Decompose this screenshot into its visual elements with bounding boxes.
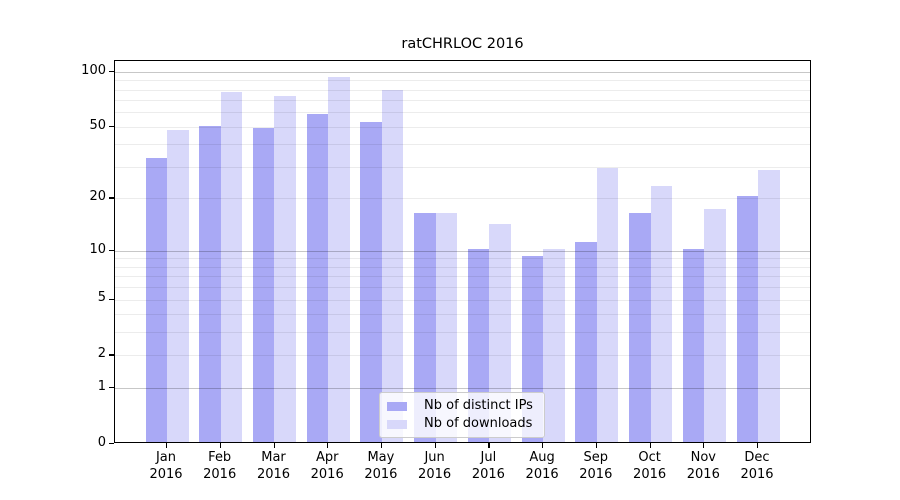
gridline-5 — [115, 299, 810, 301]
y-tick-mark — [109, 387, 114, 389]
x-tick-label-mar: Mar 2016 — [256, 450, 291, 482]
gridline-4 — [115, 314, 810, 316]
legend-label: Nb of distinct IPs — [424, 398, 533, 413]
gridline-1 — [115, 388, 810, 390]
gridline-8 — [115, 266, 810, 268]
y-tick-mark — [109, 354, 114, 356]
x-tick-mark — [595, 443, 597, 448]
bar-distinct-ips-may — [360, 121, 382, 442]
y-tick-mark — [109, 298, 114, 300]
x-tick-label-may: May 2016 — [364, 450, 398, 482]
gridline-9 — [115, 258, 810, 260]
gridline-3 — [115, 332, 810, 334]
gridline-100 — [115, 71, 810, 73]
bar-downloads-may — [381, 89, 404, 442]
x-tick-label-dec: Dec 2016 — [740, 450, 774, 482]
gridline-40 — [115, 144, 810, 146]
gridline-6 — [115, 287, 810, 288]
x-tick-mark — [380, 443, 383, 448]
x-tick-label-sep: Sep 2016 — [579, 450, 613, 482]
x-tick-mark — [703, 443, 705, 448]
x-tick-label-aug: Aug 2016 — [525, 450, 559, 482]
bar-downloads-jul — [489, 223, 511, 442]
y-tick-label-1: 1 — [97, 379, 106, 395]
x-tick-label-jun: Jun 2016 — [418, 450, 452, 482]
y-tick-label-5: 5 — [97, 290, 106, 306]
gridline-70 — [115, 100, 810, 102]
legend-row: Nb of distinct IPs — [387, 398, 536, 414]
bar-distinct-ips-sep — [575, 241, 597, 442]
y-tick-label-10: 10 — [89, 241, 106, 257]
bar-distinct-ips-mar — [252, 128, 275, 442]
bar-downloads-sep — [596, 167, 619, 442]
x-tick-label-jul: Jul 2016 — [471, 450, 505, 482]
x-tick-mark — [488, 443, 490, 448]
bar-downloads-mar — [274, 95, 296, 442]
gridline-30 — [115, 167, 810, 168]
y-tick-label-100: 100 — [81, 62, 106, 78]
bar-downloads-nov — [704, 208, 726, 442]
downloads-swatch — [387, 419, 407, 429]
x-tick-mark — [273, 443, 275, 448]
y-tick-label-0: 0 — [97, 435, 106, 450]
x-tick-label-nov: Nov 2016 — [686, 450, 720, 482]
legend: Nb of distinct IPs Nb of downloads — [379, 392, 545, 438]
bar-downloads-aug — [543, 248, 565, 442]
gridline-10 — [115, 250, 810, 252]
bar-downloads-dec — [758, 170, 780, 442]
bar-distinct-ips-dec — [736, 196, 759, 442]
x-tick-mark — [434, 443, 436, 448]
gridline-20 — [115, 198, 810, 200]
y-tick-mark — [109, 197, 114, 199]
gridline-80 — [115, 89, 810, 91]
bar-distinct-ips-jan — [145, 157, 167, 442]
x-tick-mark — [327, 443, 329, 448]
x-tick-mark — [166, 443, 168, 448]
gridline-7 — [115, 276, 810, 278]
x-tick-mark — [757, 443, 759, 448]
y-tick-mark — [109, 70, 114, 72]
bar-downloads-apr — [328, 77, 350, 442]
bar-distinct-ips-feb — [199, 126, 221, 442]
y-tick-mark — [109, 249, 114, 251]
bar-downloads-jun — [435, 213, 458, 442]
bar-distinct-ips-nov — [682, 248, 705, 442]
y-tick-label-20: 20 — [89, 189, 106, 205]
bar-distinct-ips-oct — [629, 213, 651, 442]
bar-distinct-ips-apr — [306, 114, 329, 442]
x-tick-label-oct: Oct 2016 — [633, 450, 667, 482]
chart-title: ratCHRLOC 2016 — [401, 36, 524, 52]
x-tick-mark — [219, 443, 221, 448]
bar-downloads-jan — [167, 129, 189, 442]
legend-label: Nb of downloads — [424, 416, 533, 431]
bar-distinct-ips-jun — [414, 213, 436, 442]
y-tick-label-50: 50 — [89, 117, 106, 133]
bar-downloads-feb — [220, 91, 243, 442]
plot-area — [114, 60, 811, 443]
x-tick-mark — [542, 443, 544, 448]
x-tick-label-apr: Apr 2016 — [310, 450, 344, 482]
x-tick-label-jan: Jan 2016 — [149, 450, 183, 482]
bar-downloads-oct — [650, 185, 673, 442]
x-tick-mark — [649, 443, 651, 448]
gridline-60 — [115, 112, 810, 114]
gridline-50 — [115, 126, 810, 128]
x-tick-label-feb: Feb 2016 — [203, 450, 237, 482]
y-tick-mark — [109, 443, 114, 445]
y-tick-mark — [109, 125, 114, 127]
gridline-2 — [115, 355, 810, 357]
gridline-90 — [115, 80, 810, 82]
distinct-ips-swatch — [387, 401, 407, 411]
y-tick-label-2: 2 — [97, 346, 106, 362]
legend-row: Nb of downloads — [387, 416, 536, 432]
